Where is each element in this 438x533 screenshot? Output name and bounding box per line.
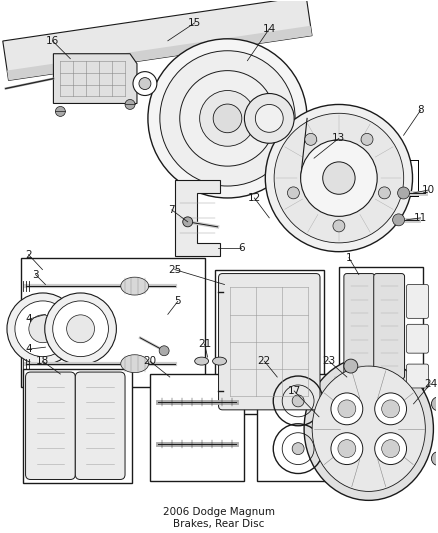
Circle shape [338,440,356,458]
Circle shape [265,104,413,252]
Circle shape [331,393,363,425]
Circle shape [398,187,410,199]
FancyBboxPatch shape [344,273,375,379]
Circle shape [139,78,151,90]
Circle shape [375,393,406,425]
Circle shape [392,214,405,226]
FancyBboxPatch shape [25,372,75,480]
Circle shape [333,220,345,232]
Circle shape [287,187,299,199]
Circle shape [15,301,71,357]
FancyBboxPatch shape [406,285,428,318]
Polygon shape [53,54,137,103]
Text: 14: 14 [263,24,276,34]
Circle shape [255,104,283,132]
Text: 6: 6 [238,243,245,253]
FancyBboxPatch shape [219,273,320,410]
FancyBboxPatch shape [75,372,125,480]
Text: 23: 23 [322,356,336,366]
Circle shape [378,187,390,199]
Text: 7: 7 [169,205,175,215]
Circle shape [344,359,358,373]
Circle shape [55,107,65,116]
Circle shape [375,433,406,465]
Circle shape [244,93,294,143]
Text: 2: 2 [25,249,32,260]
Circle shape [67,315,95,343]
Text: 16: 16 [46,36,59,46]
Text: 5: 5 [174,296,181,306]
Bar [21,257,205,387]
Circle shape [180,71,275,166]
Circle shape [7,293,78,365]
Text: 2006 Dodge Magnum
Brakes, Rear Disc: 2006 Dodge Magnum Brakes, Rear Disc [162,507,275,529]
Text: 8: 8 [417,106,424,116]
Text: 17: 17 [287,386,301,396]
Text: 4: 4 [25,314,32,324]
Polygon shape [175,180,219,256]
Circle shape [274,114,404,243]
Text: 13: 13 [332,133,346,143]
Bar [215,270,324,414]
Circle shape [183,217,193,227]
Ellipse shape [194,357,208,365]
Text: 18: 18 [36,356,49,366]
Circle shape [53,301,109,357]
FancyBboxPatch shape [406,324,428,353]
Circle shape [431,451,438,465]
Text: 1: 1 [346,253,352,263]
Text: 24: 24 [424,379,437,389]
Circle shape [148,39,307,198]
Text: 11: 11 [414,213,427,223]
Bar [23,369,132,483]
Circle shape [45,293,117,365]
Circle shape [431,397,438,411]
Text: 20: 20 [143,356,156,366]
Text: 21: 21 [198,339,211,349]
Text: 10: 10 [422,185,435,195]
Circle shape [305,133,317,146]
Bar [150,374,244,481]
Circle shape [338,400,356,418]
Circle shape [292,395,304,407]
FancyBboxPatch shape [406,364,428,388]
Circle shape [200,91,255,146]
Bar [258,374,339,481]
Text: 4: 4 [25,344,32,354]
Text: 12: 12 [248,193,261,203]
Ellipse shape [312,366,425,491]
Ellipse shape [121,355,148,373]
Circle shape [125,100,135,109]
Text: 15: 15 [188,18,201,28]
Circle shape [381,400,399,418]
Circle shape [160,51,295,186]
Circle shape [292,443,304,455]
Circle shape [323,162,355,194]
Circle shape [300,140,377,216]
Text: 25: 25 [168,264,181,274]
FancyBboxPatch shape [374,273,405,379]
Circle shape [133,71,157,95]
Ellipse shape [304,357,434,500]
Bar [339,266,424,411]
Ellipse shape [212,357,226,365]
Text: 3: 3 [32,270,39,280]
Circle shape [361,133,373,146]
Circle shape [213,104,242,133]
Circle shape [29,315,57,343]
Circle shape [159,346,169,356]
Text: 22: 22 [258,356,271,366]
Circle shape [381,440,399,458]
Ellipse shape [121,277,148,295]
Polygon shape [3,0,312,80]
Circle shape [331,433,363,465]
Polygon shape [7,26,312,80]
